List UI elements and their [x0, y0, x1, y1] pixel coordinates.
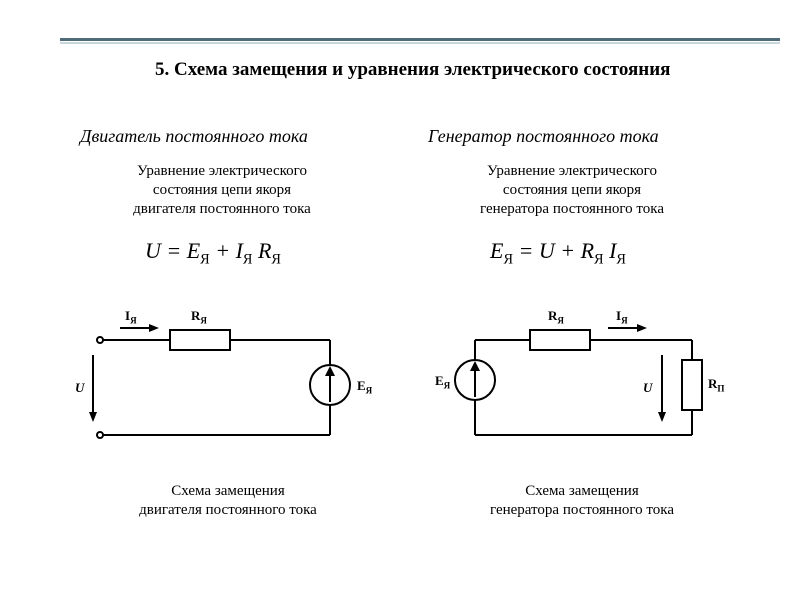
label-R-gen: RЯ [548, 308, 564, 326]
circuit-generator: RЯ IЯ EЯ U RП [430, 300, 740, 470]
caption-gen-l1: Схема замещения [525, 483, 638, 499]
circuit-generator-svg [430, 300, 740, 470]
top-separator [60, 38, 780, 44]
label-R-motor: RЯ [191, 308, 207, 326]
caption-motor-l1: Схема замещения [171, 483, 284, 499]
subdesc-gen-l3: генератора постоянного тока [480, 201, 664, 217]
subdesc-gen-l1: Уравнение электрического [487, 163, 657, 179]
top-separator-light [60, 42, 780, 44]
caption-generator: Схема замещения генератора постоянного т… [432, 482, 732, 520]
caption-motor-l2: двигателя постоянного тока [139, 502, 317, 518]
label-E-gen: EЯ [435, 373, 450, 391]
label-U-motor: U [75, 380, 84, 396]
heading-motor: Двигатель постоянного тока [80, 126, 308, 147]
heading-generator: Генератор постоянного тока [428, 126, 659, 147]
equation-generator: EЯ = U + RЯ IЯ [490, 238, 626, 268]
label-U-gen: U [643, 380, 652, 396]
section-title: 5. Схема замещения и уравнения электриче… [155, 58, 675, 82]
subdesc-motor-l3: двигателя постоянного тока [133, 201, 311, 217]
top-separator-dark [60, 38, 780, 41]
caption-gen-l2: генератора постоянного тока [490, 502, 674, 518]
subdesc-generator: Уравнение электрического состояния цепи … [422, 162, 722, 218]
subdesc-gen-l2: состояния цепи якоря [503, 182, 641, 198]
circuit-motor-svg [75, 300, 385, 470]
label-I-gen: IЯ [616, 308, 628, 326]
subdesc-motor-l1: Уравнение электрического [137, 163, 307, 179]
subdesc-motor-l2: состояния цепи якоря [153, 182, 291, 198]
subdesc-motor: Уравнение электрического состояния цепи … [72, 162, 372, 218]
label-I-motor: IЯ [125, 308, 137, 326]
caption-motor: Схема замещения двигателя постоянного то… [78, 482, 378, 520]
label-E-motor: EЯ [357, 378, 372, 396]
label-RP-gen: RП [708, 376, 724, 394]
circuit-motor: IЯ RЯ EЯ U [75, 300, 385, 470]
equation-motor: U = EЯ + IЯ RЯ [145, 238, 281, 268]
